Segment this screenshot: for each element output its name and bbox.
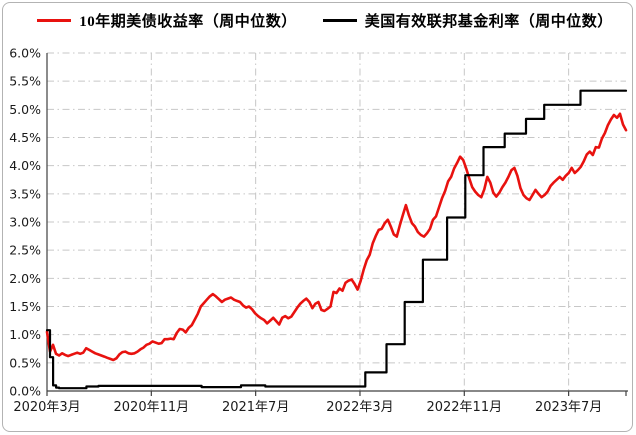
svg-text:2.5%: 2.5% [9,243,41,258]
svg-text:5.5%: 5.5% [9,74,41,89]
svg-text:4.0%: 4.0% [9,158,41,173]
legend-label-fed-funds: 美国有效联邦基金利率（周中位数） [364,14,613,30]
svg-text:3.5%: 3.5% [9,186,41,201]
black-line-icon [322,19,357,22]
svg-text:2022年3月: 2022年3月 [326,400,393,415]
svg-text:1.5%: 1.5% [9,299,41,314]
svg-text:2023年7月: 2023年7月 [535,400,602,415]
red-line-icon [37,19,72,22]
svg-text:2020年3月: 2020年3月 [13,400,80,415]
svg-text:3.0%: 3.0% [9,215,41,230]
legend-label-10y-treasury: 10年期美债收益率（周中位数） [79,14,297,30]
legend: 10年期美债收益率（周中位数） 美国有效联邦基金利率（周中位数） [0,10,636,31]
svg-text:2021年7月: 2021年7月 [222,400,289,415]
svg-text:1.0%: 1.0% [9,327,41,342]
legend-item-10y-treasury: 10年期美债收益率（周中位数） [37,10,297,31]
svg-text:6.0%: 6.0% [9,46,41,61]
svg-text:0.0%: 0.0% [9,384,41,399]
svg-text:2022年11月: 2022年11月 [426,400,502,415]
legend-item-fed-funds: 美国有效联邦基金利率（周中位数） [322,10,613,31]
svg-text:2020年11月: 2020年11月 [114,400,190,415]
svg-text:5.0%: 5.0% [9,102,41,117]
svg-text:2.0%: 2.0% [9,271,41,286]
svg-text:0.5%: 0.5% [9,355,41,370]
svg-text:4.5%: 4.5% [9,130,41,145]
